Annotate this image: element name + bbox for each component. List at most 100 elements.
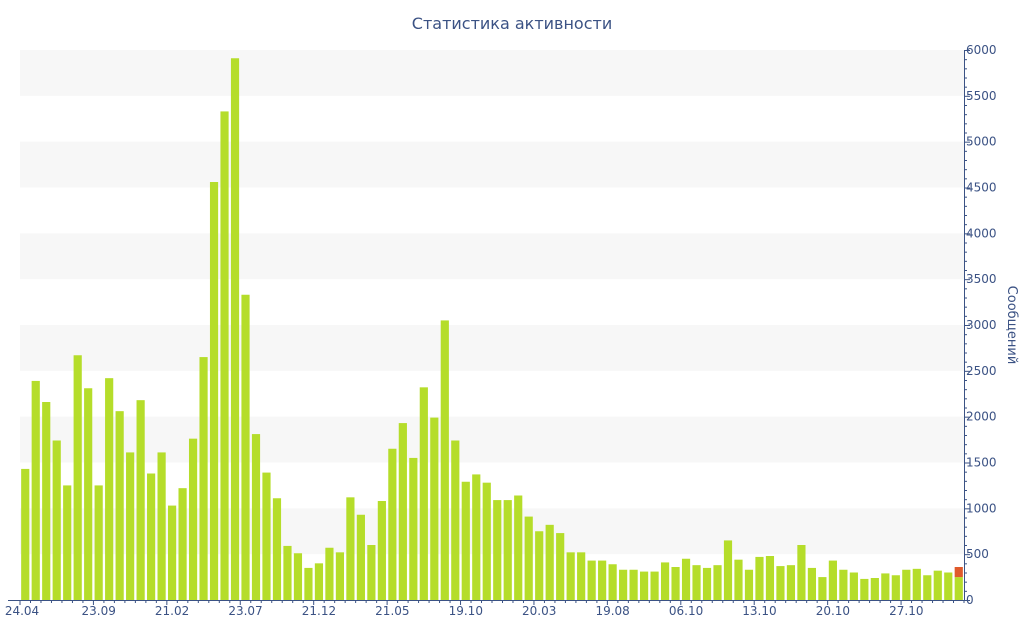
- grid-band: [20, 141, 964, 188]
- bar: [660, 562, 670, 600]
- bar: [860, 578, 869, 600]
- grid-band: [20, 325, 964, 371]
- bar: [556, 533, 565, 600]
- bar: [923, 575, 932, 600]
- bar: [524, 516, 533, 600]
- bar: [671, 567, 680, 600]
- grid-band: [20, 50, 964, 96]
- bar: [178, 488, 187, 600]
- bar: [744, 569, 754, 600]
- bar: [126, 452, 135, 600]
- bar: [891, 575, 900, 600]
- y-tick-label: 2500: [966, 364, 997, 378]
- bar: [346, 497, 355, 600]
- bar: [493, 500, 502, 600]
- bar: [409, 457, 418, 600]
- x-tick-label: 13.10: [742, 604, 776, 618]
- y-tick-label: 6000: [966, 43, 997, 57]
- grid-band: [20, 233, 964, 280]
- bar: [367, 545, 376, 600]
- x-tick-label: 21.12: [302, 604, 336, 618]
- bar: [461, 481, 470, 600]
- bar: [84, 388, 93, 600]
- y-tick-label: 1500: [966, 456, 997, 470]
- bar: [398, 423, 407, 600]
- bar: [598, 560, 607, 600]
- x-tick-label: 06.10: [669, 604, 703, 618]
- bar: [31, 380, 40, 600]
- bar: [325, 547, 334, 600]
- bar: [944, 572, 953, 600]
- grid-band: [20, 508, 964, 555]
- bar-highlight: [954, 567, 963, 578]
- chart-title: Статистика активности: [411, 14, 613, 33]
- bar: [786, 565, 796, 600]
- bar: [94, 485, 103, 600]
- bar: [849, 572, 858, 600]
- bar: [262, 472, 271, 600]
- x-tick-label: 21.02: [155, 604, 189, 618]
- bar: [451, 440, 460, 600]
- bar: [272, 498, 282, 600]
- bar: [765, 556, 775, 600]
- bar: [419, 387, 428, 600]
- bar: [388, 448, 397, 600]
- bar: [577, 552, 586, 600]
- x-tick-label: 19.08: [595, 604, 629, 618]
- bar: [430, 417, 439, 600]
- bar: [723, 540, 733, 600]
- bar: [828, 560, 837, 600]
- y-tick-label: 4000: [966, 226, 997, 240]
- x-tick-label: 27.10: [889, 604, 923, 618]
- bar: [63, 485, 72, 600]
- bar: [241, 294, 250, 600]
- bar: [608, 564, 617, 600]
- bar: [692, 565, 701, 600]
- bar: [157, 452, 166, 600]
- bar: [304, 567, 313, 600]
- bar: [807, 567, 817, 600]
- bar: [881, 573, 890, 600]
- grid-band: [20, 416, 964, 463]
- bar: [188, 438, 198, 600]
- bar: [535, 531, 544, 600]
- y-tick-label: 5500: [966, 89, 997, 103]
- bar: [839, 569, 848, 600]
- bar: [440, 320, 449, 600]
- bar: [797, 545, 806, 600]
- bar: [734, 559, 743, 600]
- bar: [902, 569, 911, 600]
- bar: [199, 357, 208, 600]
- bar: [251, 434, 261, 600]
- bar: [147, 473, 156, 600]
- bar: [650, 571, 659, 600]
- bar: [713, 565, 722, 600]
- bar: [681, 558, 691, 600]
- bar: [42, 402, 51, 600]
- y-tick-label: 3500: [966, 272, 997, 286]
- bar: [776, 566, 785, 600]
- bar: [472, 474, 481, 600]
- x-tick-label: 20.10: [816, 604, 850, 618]
- bar: [566, 552, 575, 600]
- bar: [639, 571, 649, 600]
- x-tick-label: 23.09: [81, 604, 115, 618]
- bar: [283, 545, 292, 600]
- bar: [293, 553, 303, 600]
- y-tick-label: 3000: [966, 318, 997, 332]
- bar: [619, 569, 628, 600]
- y-axis-label: Сообщений: [1004, 286, 1019, 365]
- bar: [220, 111, 229, 601]
- bar: [115, 411, 124, 600]
- bar: [702, 567, 712, 600]
- bar: [482, 482, 491, 600]
- bar: [933, 570, 942, 600]
- y-tick-label: 5000: [966, 135, 997, 149]
- bar: [335, 552, 345, 600]
- x-tick-label: 21.05: [375, 604, 409, 618]
- bar: [870, 578, 879, 600]
- y-tick-label: 4500: [966, 181, 997, 195]
- bar: [503, 500, 512, 600]
